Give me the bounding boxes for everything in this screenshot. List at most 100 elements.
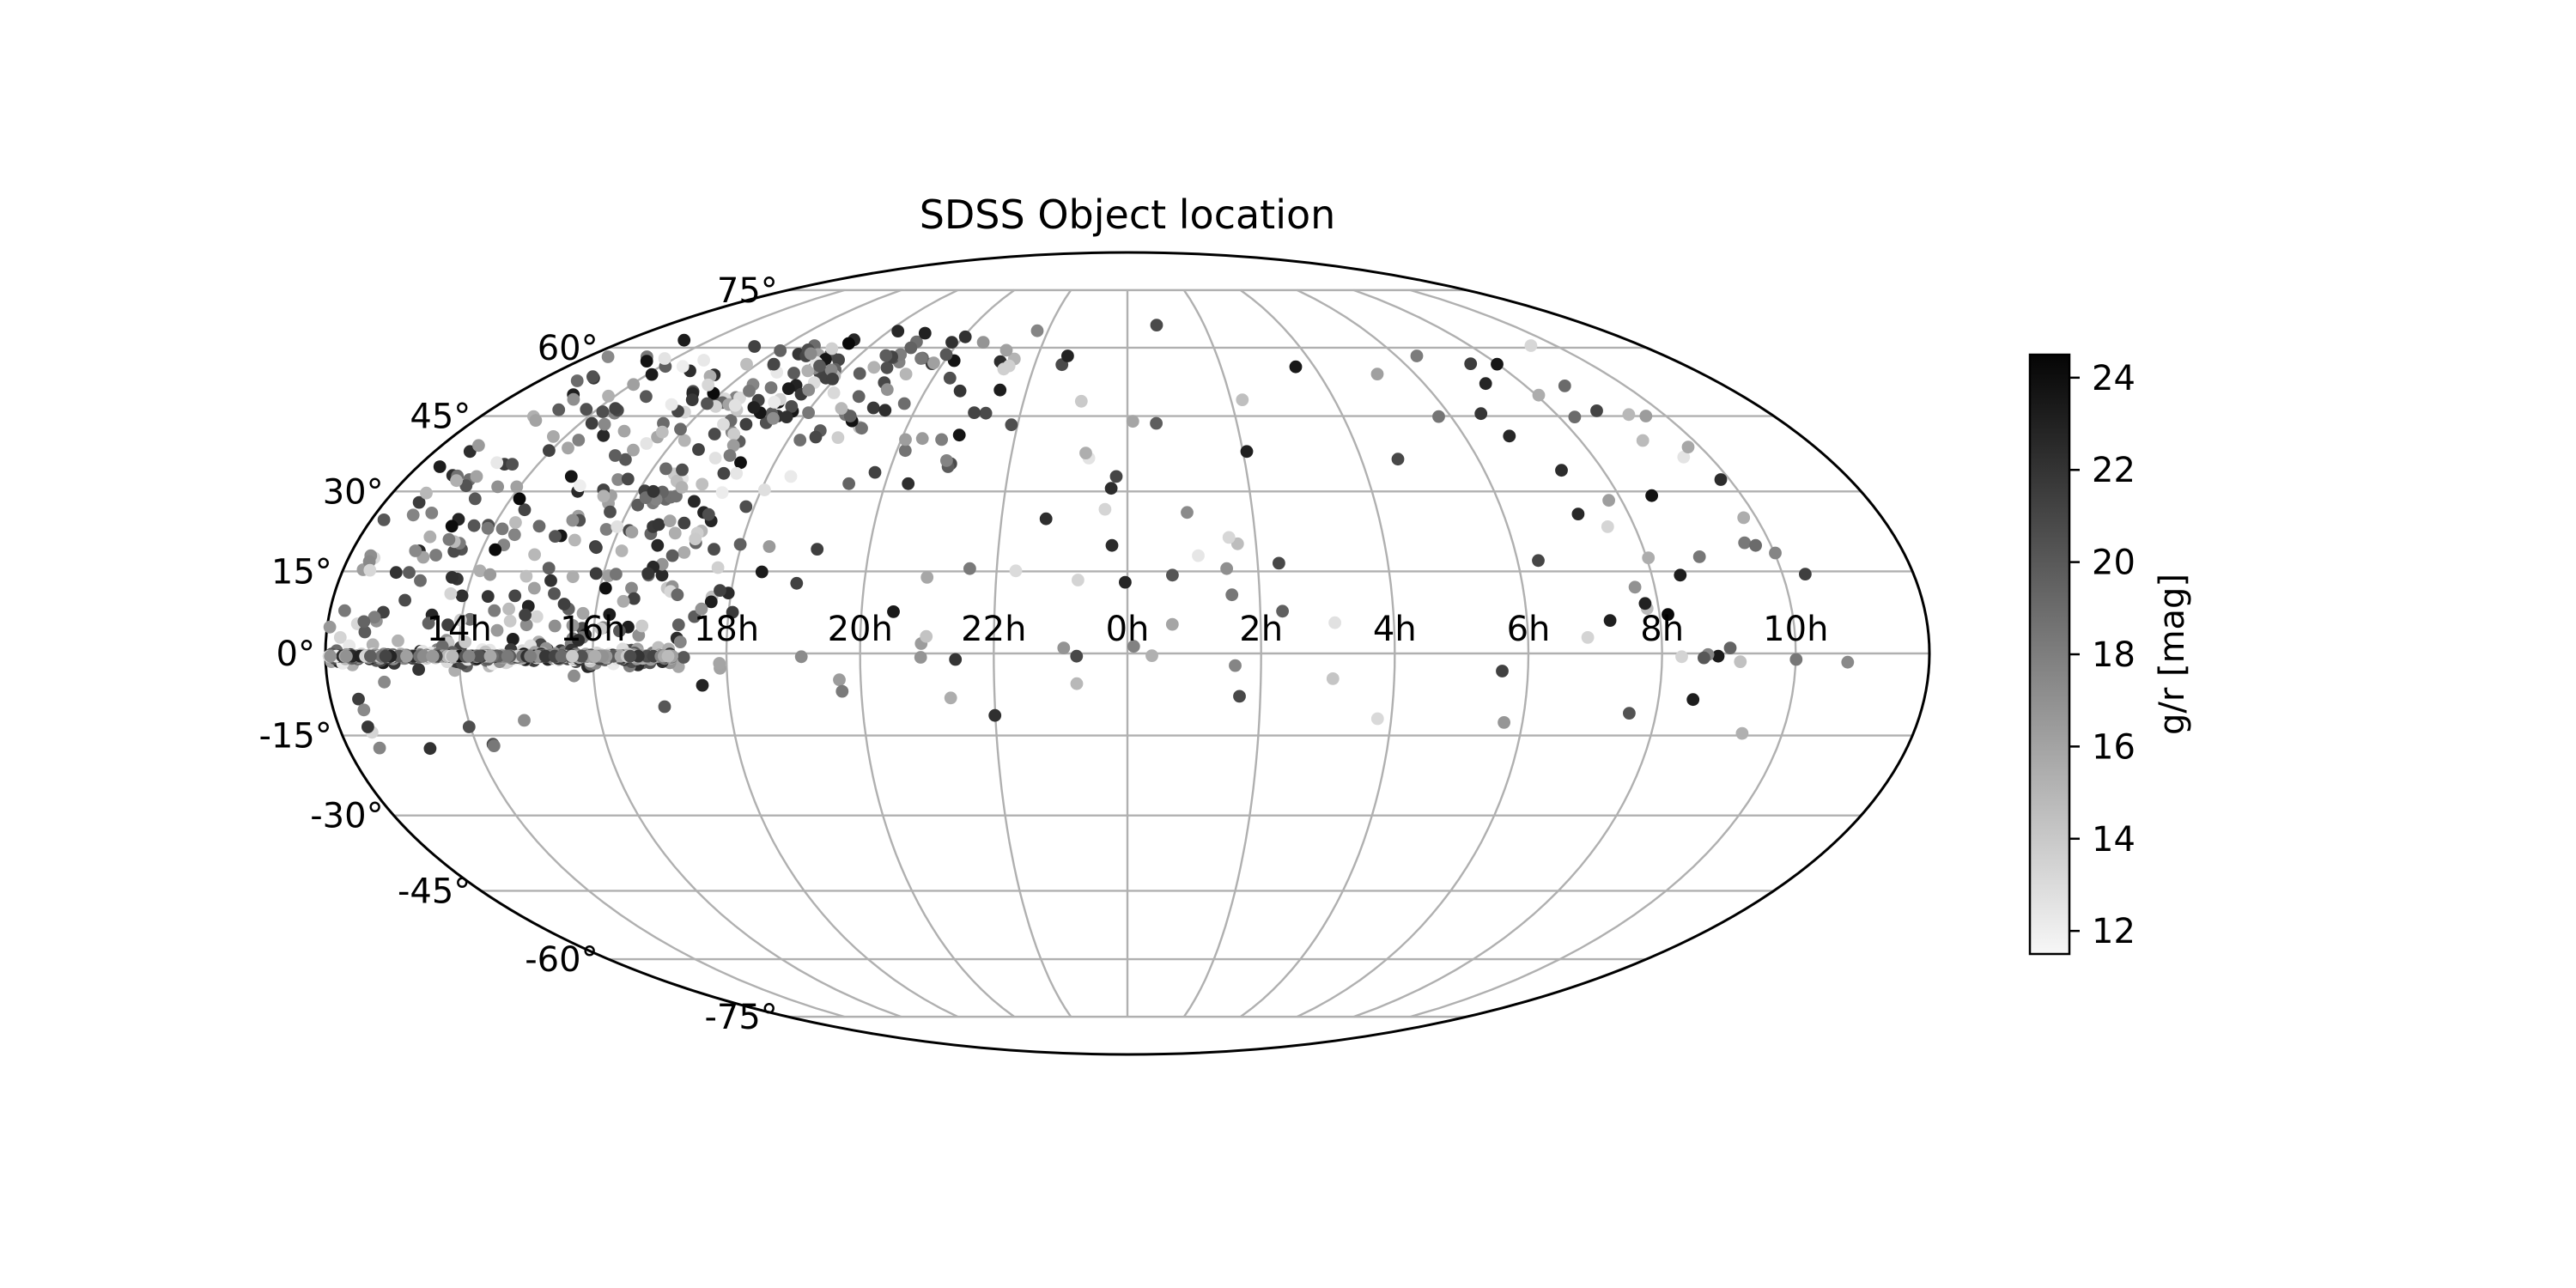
data-point	[502, 602, 515, 616]
data-point	[627, 378, 641, 392]
data-point	[1636, 434, 1649, 447]
data-point	[552, 403, 566, 416]
data-point	[1109, 470, 1123, 483]
data-point	[878, 404, 892, 417]
data-point	[615, 544, 629, 557]
data-point	[784, 470, 798, 483]
data-point	[842, 477, 855, 490]
data-point	[728, 398, 742, 412]
data-point	[613, 624, 626, 638]
data-point	[596, 405, 610, 418]
data-point	[1496, 665, 1509, 677]
data-point	[715, 486, 729, 499]
data-point	[897, 397, 911, 410]
data-point	[790, 576, 804, 590]
data-point	[373, 741, 386, 755]
data-point	[945, 336, 958, 349]
data-point	[717, 417, 730, 431]
data-point	[708, 543, 720, 556]
data-point	[513, 492, 526, 506]
data-point	[968, 406, 981, 419]
data-point	[333, 631, 347, 644]
data-point	[915, 432, 929, 446]
data-point	[506, 458, 519, 471]
data-point	[598, 581, 612, 595]
data-point	[879, 349, 893, 362]
data-point	[1491, 357, 1504, 371]
data-point	[668, 526, 682, 540]
data-point	[510, 480, 524, 494]
latitude-label: 15°	[271, 552, 332, 592]
data-point	[564, 470, 578, 483]
data-point	[1326, 672, 1340, 685]
data-point	[1735, 726, 1749, 740]
data-point	[944, 691, 957, 705]
data-point	[1464, 357, 1478, 370]
data-point	[758, 483, 771, 496]
data-point	[446, 571, 459, 584]
data-point	[1233, 690, 1246, 703]
data-point	[852, 390, 866, 404]
data-point	[663, 514, 677, 527]
data-point	[802, 406, 815, 419]
data-point	[357, 703, 371, 717]
data-point	[324, 649, 337, 663]
data-point	[780, 410, 793, 423]
data-point	[454, 613, 467, 627]
data-point	[880, 361, 894, 374]
data-point	[601, 350, 615, 363]
data-point	[1602, 494, 1615, 507]
latitude-label: -45°	[398, 872, 471, 912]
data-point	[377, 513, 391, 526]
data-point	[358, 625, 372, 639]
data-point	[621, 472, 635, 486]
data-point	[842, 337, 855, 350]
data-point	[755, 565, 769, 579]
data-point	[1070, 649, 1084, 663]
data-point	[548, 619, 562, 633]
data-point	[855, 422, 868, 435]
data-point	[1711, 649, 1725, 663]
data-point	[676, 360, 690, 374]
data-point	[446, 649, 459, 663]
data-point	[572, 434, 586, 447]
data-point	[853, 367, 866, 380]
data-point	[562, 441, 574, 455]
data-point	[809, 430, 823, 444]
data-point	[1145, 649, 1158, 662]
data-point	[692, 443, 705, 456]
data-point	[714, 584, 726, 597]
data-point	[1432, 410, 1445, 423]
data-point	[1568, 410, 1582, 423]
data-point	[547, 430, 560, 443]
data-point	[640, 390, 653, 404]
data-point	[1628, 580, 1642, 594]
data-point	[708, 452, 722, 465]
data-point	[426, 649, 439, 663]
latitude-label: 75°	[717, 271, 778, 311]
data-point	[785, 400, 799, 413]
data-point	[495, 522, 509, 536]
data-point	[627, 592, 641, 605]
data-point	[1799, 568, 1812, 580]
data-point	[555, 649, 568, 663]
data-point	[764, 381, 778, 394]
data-point	[747, 401, 761, 414]
data-point	[677, 651, 690, 664]
data-point	[868, 465, 882, 479]
data-point	[1061, 349, 1074, 362]
data-point	[444, 587, 458, 600]
data-point	[489, 543, 502, 556]
data-point	[538, 649, 552, 663]
longitude-label: 20h	[828, 610, 893, 649]
data-point	[920, 629, 933, 643]
data-point	[378, 675, 391, 689]
data-point	[1603, 614, 1617, 627]
data-point	[676, 463, 689, 477]
data-point	[1692, 550, 1706, 563]
data-point	[463, 612, 477, 626]
data-point	[665, 398, 678, 411]
data-point	[835, 402, 848, 415]
data-point	[899, 433, 912, 447]
data-point	[544, 574, 557, 587]
